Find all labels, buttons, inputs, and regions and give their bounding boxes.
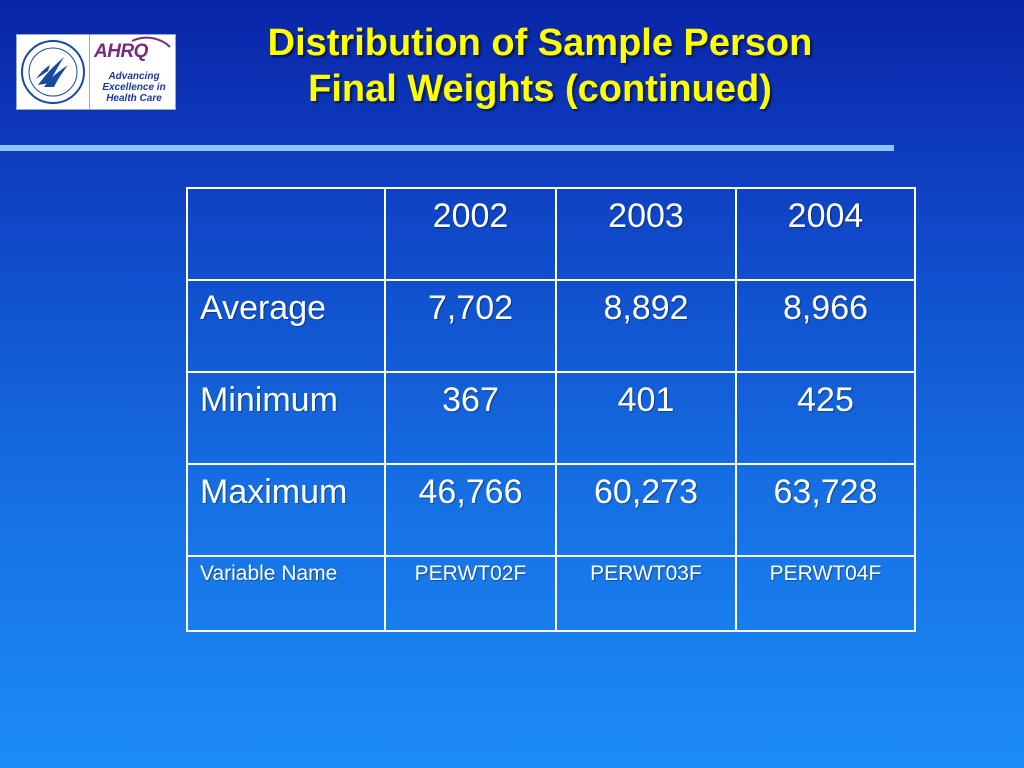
row-label-variable-name: Variable Name: [186, 555, 386, 632]
maximum-2003: 60,273: [555, 463, 737, 557]
row-label-maximum: Maximum: [186, 463, 386, 557]
column-header-2002: 2002: [384, 187, 557, 281]
table-header-row: 2002 2003 2004: [186, 187, 916, 281]
variable-name-2004: PERWT04F: [735, 555, 916, 632]
minimum-2002: 367: [384, 371, 557, 465]
average-2002: 7,702: [384, 279, 557, 373]
minimum-2003: 401: [555, 371, 737, 465]
maximum-2002: 46,766: [384, 463, 557, 557]
ahrq-tagline: Advancing Excellence in Health Care: [102, 71, 166, 104]
hhs-seal-icon: [16, 34, 90, 110]
variable-name-2003: PERWT03F: [555, 555, 737, 632]
table-row-minimum: Minimum 367 401 425: [186, 371, 916, 465]
row-label-average: Average: [186, 279, 386, 373]
average-2003: 8,892: [555, 279, 737, 373]
ahrq-logo: AHRQ Advancing Excellence in Health Care: [90, 34, 176, 110]
average-2004: 8,966: [735, 279, 916, 373]
ahrq-wordmark: AHRQ: [94, 41, 148, 62]
slide-title-line1: Distribution of Sample Person: [267, 22, 813, 64]
table-row-variable-name: Variable Name PERWT02F PERWT03F PERWT04F: [186, 555, 916, 632]
minimum-2004: 425: [735, 371, 916, 465]
slide-title-line2: Final Weights (continued): [308, 68, 772, 110]
column-header-2003: 2003: [555, 187, 737, 281]
table-row-average: Average 7,702 8,892 8,966: [186, 279, 916, 373]
row-label-minimum: Minimum: [186, 371, 386, 465]
maximum-2004: 63,728: [735, 463, 916, 557]
variable-name-2002: PERWT02F: [384, 555, 557, 632]
slide-title: Distribution of Sample Person Final Weig…: [190, 20, 890, 112]
table-corner-cell: [186, 187, 386, 281]
logo-block: AHRQ Advancing Excellence in Health Care: [16, 34, 176, 110]
title-divider: [0, 145, 894, 151]
weights-table: 2002 2003 2004 Average 7,702 8,892 8,966…: [186, 187, 916, 632]
table-row-maximum: Maximum 46,766 60,273 63,728: [186, 463, 916, 557]
column-header-2004: 2004: [735, 187, 916, 281]
